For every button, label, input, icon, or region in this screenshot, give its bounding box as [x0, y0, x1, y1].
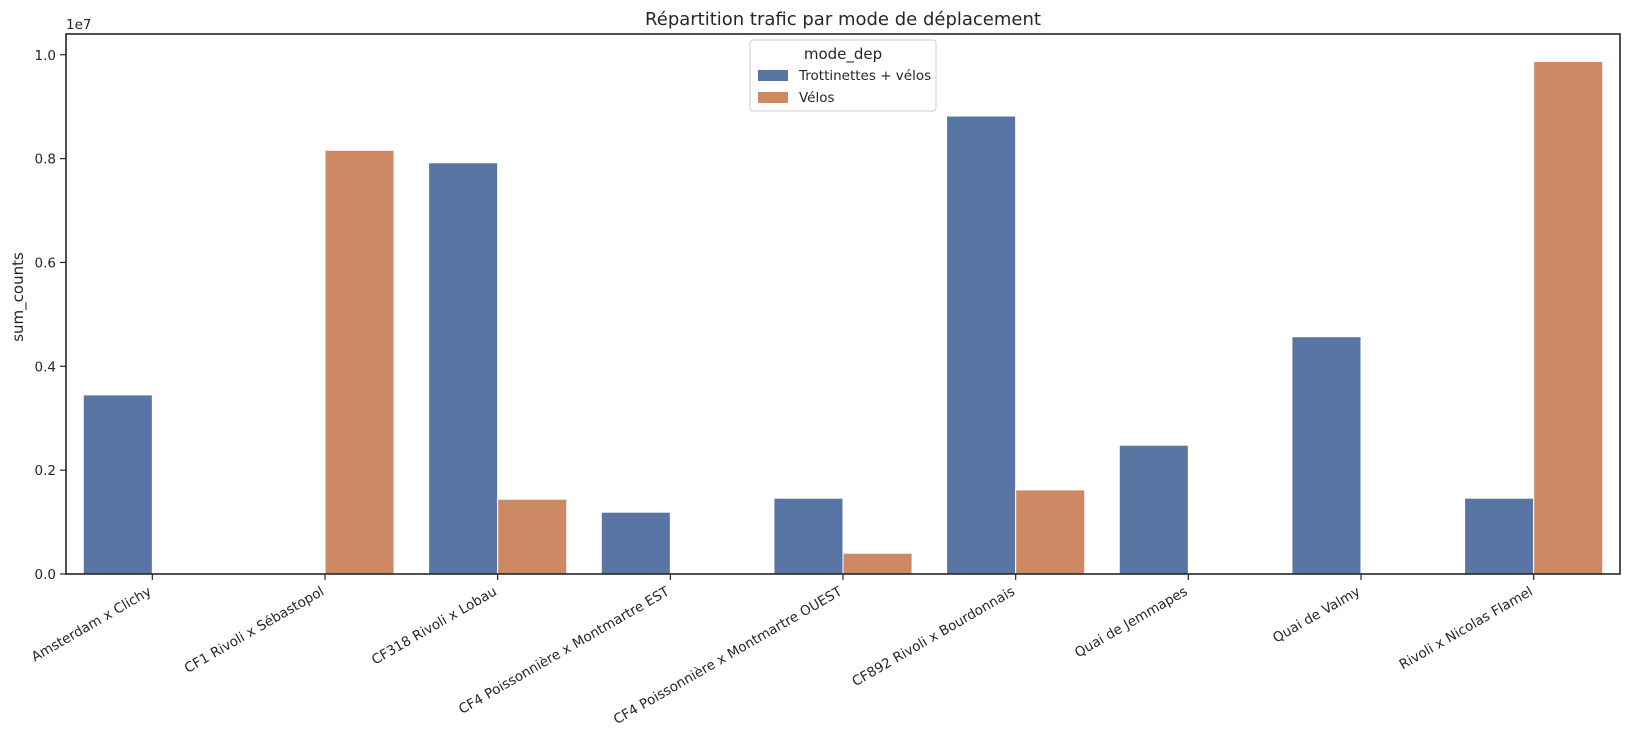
- y-axis-scale-label: 1e7: [66, 17, 91, 33]
- bar-series-0-cat-7: [1291, 336, 1362, 575]
- y-tick-label-2: 0.4: [35, 359, 56, 375]
- bar-series-0-cat-2: [428, 162, 499, 575]
- x-tick-label-5: CF892 Rivoli x Bourdonnais: [849, 584, 1017, 690]
- y-tick-label-5: 1.0: [35, 48, 56, 64]
- bar-series-0-cat-5: [946, 115, 1017, 575]
- bar-series-1-cat-5: [1015, 489, 1086, 575]
- bar-series-1-cat-8: [1533, 61, 1604, 575]
- legend-title: mode_dep: [804, 45, 882, 64]
- bar-series-1-cat-1: [324, 149, 395, 575]
- y-tick-label-4: 0.8: [35, 152, 56, 168]
- legend: mode_dep Trottinettes + vélos Vélos: [749, 39, 937, 112]
- x-tick-label-1: CF1 Rivoli x Sébastopol: [182, 584, 327, 677]
- y-tick-label-0: 0.0: [35, 567, 56, 583]
- legend-entry-trottinettes-velos: Trottinettes + vélos: [798, 68, 931, 84]
- x-axis-ticks: Amsterdam x Clichy CF1 Rivoli x Sébastopo…: [29, 574, 1536, 728]
- bar-series-0-cat-4: [773, 497, 844, 575]
- x-tick-label-7: Quai de Valmy: [1270, 584, 1363, 647]
- y-axis-label: sum_counts: [9, 252, 28, 342]
- y-tick-label-1: 0.2: [35, 463, 56, 479]
- bar-series-0-cat-6: [1118, 444, 1189, 575]
- bar-series-0-cat-0: [82, 394, 153, 575]
- plot-frame: [65, 33, 1621, 575]
- x-tick-label-6: Quai de Jemmapes: [1072, 584, 1190, 662]
- y-tick-label-3: 0.6: [35, 255, 56, 271]
- bars-layer: [82, 61, 1604, 575]
- bar-series-0-cat-8: [1464, 497, 1535, 575]
- chart-title: Répartition trafic par mode de déplaceme…: [645, 9, 1041, 30]
- legend-box: [749, 39, 937, 112]
- x-tick-label-0: Amsterdam x Clichy: [29, 584, 155, 666]
- bar-series-0-cat-3: [600, 511, 671, 575]
- legend-swatch-trottinettes-velos: [758, 70, 788, 81]
- y-axis-ticks: 0.0 0.2 0.4 0.6 0.8 1.0: [35, 48, 66, 583]
- bar-series-1-cat-2: [497, 498, 568, 575]
- x-tick-label-8: Rivoli x Nicolas Flamel: [1397, 584, 1536, 674]
- x-tick-label-2: CF318 Rivoli x Lobau: [369, 584, 500, 669]
- legend-swatch-velos: [758, 92, 788, 103]
- legend-entry-velos: Vélos: [799, 90, 835, 106]
- bar-series-1-cat-4: [842, 552, 913, 575]
